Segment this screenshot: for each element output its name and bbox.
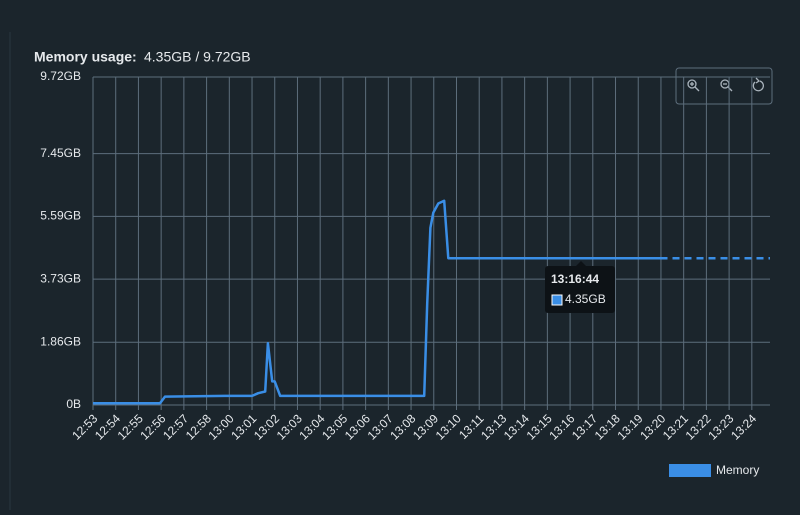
tooltip: 13:16:44 4.35GB xyxy=(545,261,615,313)
legend-label: Memory xyxy=(716,463,759,477)
y-tick-label: 0B xyxy=(66,397,81,411)
y-tick-label: 1.86GB xyxy=(40,334,81,348)
chart-title: Memory usage: xyxy=(34,49,137,65)
tooltip-swatch xyxy=(551,294,563,306)
tooltip-pointer xyxy=(576,261,586,266)
y-tick-label: 3.73GB xyxy=(40,271,81,285)
chart-subtitle: 4.35GB / 9.72GB xyxy=(144,49,251,65)
y-tick-label: 9.72GB xyxy=(40,69,81,83)
tooltip-value: 4.35GB xyxy=(565,292,606,306)
zoom-in-button[interactable] xyxy=(687,79,700,92)
y-tick-label: 5.59GB xyxy=(40,209,81,223)
toolbar xyxy=(675,67,773,105)
y-tick-label: 7.45GB xyxy=(40,146,81,160)
reset-button[interactable] xyxy=(752,77,764,92)
legend-swatch xyxy=(669,464,711,477)
memory-line xyxy=(93,199,661,405)
tooltip-title: 13:16:44 xyxy=(551,272,599,286)
